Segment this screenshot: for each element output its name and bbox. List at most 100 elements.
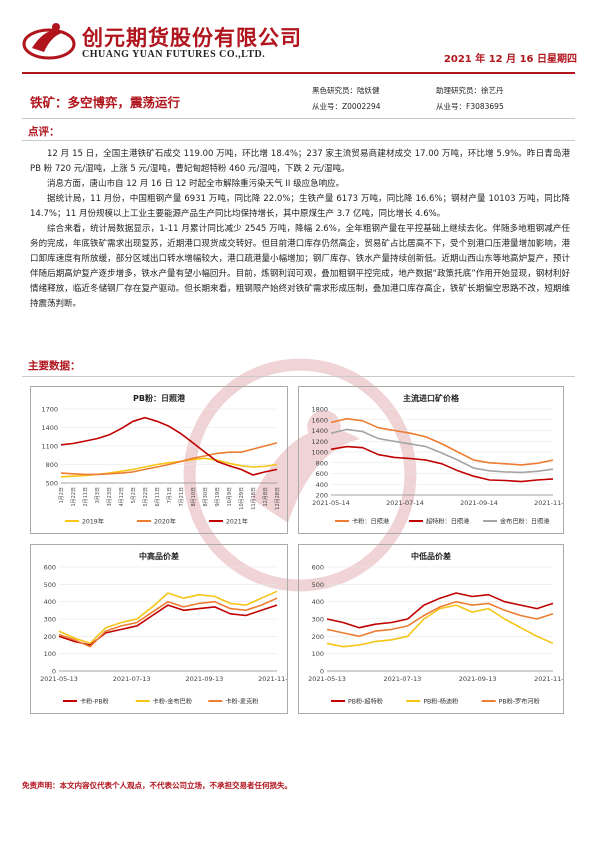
series-line: [60, 442, 278, 476]
comment-paragraph: 12 月 15 日，全国主港铁矿石成交 119.00 万吨，环比增 18.4%；…: [30, 149, 570, 174]
analyst-role: 黑色研究员：陆妖健: [312, 85, 380, 95]
x-tick-label: 4月12日: [119, 487, 125, 507]
y-tick-label: 100: [44, 650, 56, 658]
series-line: [330, 417, 554, 466]
report-date: 2021 年 12 月 16 日星期四: [443, 54, 577, 65]
analyst-cert: 从业号：Z0002294: [312, 101, 381, 111]
comment-divider: [22, 140, 575, 141]
y-tick-label: 1000: [311, 449, 328, 457]
y-tick-label: 500: [312, 581, 324, 589]
comment-body: 12 月 15 日，全国主港铁矿石成交 119.00 万吨，环比增 18.4%；…: [30, 147, 570, 312]
x-tick-label: 7月21日: [179, 487, 185, 507]
y-tick-label: 0: [52, 668, 56, 676]
x-tick-label: 8月10日: [191, 487, 197, 507]
company-name-en: CHUANG YUAN FUTURES CO.,LTD.: [82, 49, 266, 60]
x-tick-label: 2021-09-13: [459, 675, 497, 683]
x-tick-label: 10月9日: [227, 487, 233, 507]
chart-plot: 0 100 200 300 400 500 600 2021-05-13 2021-07-13 2…: [308, 564, 563, 706]
disclaimer: 免责声明：本文内容仅代表个人观点，不代表公司立场，不承担交易者任何损失。: [22, 781, 292, 790]
y-tick-label: 500: [44, 581, 56, 589]
y-tick-label: 500: [46, 480, 58, 488]
y-tick-label: 1100: [41, 443, 58, 451]
comment-paragraph: 据统计局，11 月份，中国粗钢产量 6931 万吨，同比降 22.0%；生铁产量…: [30, 194, 570, 219]
chart-title: 中低品价差: [411, 552, 451, 561]
y-tick-label: 100: [312, 650, 324, 658]
y-tick-label: 400: [312, 598, 324, 606]
y-tick-label: 300: [44, 616, 56, 624]
comment-paragraph: 消息方面，唐山市自 12 月 16 日 12 时起全市解除重污染天气 II 级应…: [47, 179, 345, 189]
series-line: [326, 604, 554, 648]
chart-mid-high-spread: 中高品价差 0 100 200 300 400 500 600 2021-05-13 2021-…: [30, 544, 288, 714]
x-tick-label: 12月8日: [263, 487, 269, 507]
y-tick-label: 1200: [311, 438, 328, 446]
legend-label: 超特粉：日照港: [426, 518, 470, 526]
legend-label: PB粉-超特粉: [348, 698, 383, 706]
y-tick-label: 800: [316, 459, 328, 467]
chart-title: PB粉：日照港: [133, 394, 185, 403]
x-tick-label: 2021-07-14: [386, 499, 424, 507]
x-tick-label: 2021-05-13: [308, 675, 346, 683]
y-tick-label: 200: [44, 633, 56, 641]
company-name-cn: 创元期货股份有限公司: [82, 25, 302, 50]
x-tick-label: 2021-07-13: [383, 675, 421, 683]
series-line: [326, 600, 554, 638]
analyst-cert: 从业号：F3083695: [436, 101, 504, 111]
legend-label: PB粉-杨迪粉: [423, 698, 458, 706]
comment-heading: 点评：: [28, 126, 60, 138]
x-tick-label: 2021-07-13: [113, 675, 151, 683]
x-tick-label: 3月23日: [107, 487, 113, 507]
x-tick-label: 9月19日: [215, 487, 221, 507]
y-tick-label: 1400: [41, 424, 58, 432]
comment-paragraph: 综合来看，统计局数据显示，1-11 月累计同比减少 2545 万吨，降幅 2.6…: [30, 224, 570, 309]
series-line: [58, 604, 278, 646]
chart-plot: 500 800 1100 1400 1700 1月2日 1月22日 2月11日 3月3日 3月23…: [41, 406, 281, 526]
x-tick-label: 1月22日: [71, 487, 77, 507]
x-tick-label: 5月22日: [143, 487, 149, 507]
subject-divider: [22, 118, 575, 119]
x-tick-label: 5月2日: [131, 487, 137, 503]
x-tick-label: 2021-09-13: [185, 675, 223, 683]
page-header: 创元期货股份有限公司 CHUANG YUAN FUTURES CO.,LTD. …: [22, 14, 577, 70]
y-tick-label: 200: [312, 633, 324, 641]
legend-label: 卡粉-麦克粉: [225, 698, 258, 706]
y-tick-label: 1800: [311, 406, 328, 414]
legend-label: 2020年: [154, 518, 176, 526]
legend-label: 卡粉-PB粉: [80, 698, 109, 706]
y-tick-label: 600: [312, 564, 324, 572]
legend-label: 2021年: [226, 518, 248, 526]
x-tick-label: 10月29日: [239, 487, 245, 510]
company-logo-icon: [22, 23, 76, 60]
y-tick-label: 1700: [41, 406, 58, 414]
x-tick-label: 2021-09-14: [460, 499, 498, 507]
y-tick-label: 800: [46, 461, 58, 469]
chart-plot: 200 400 600 800 1000 1200 1400 1600 1800 2021-05-…: [311, 406, 563, 526]
x-tick-label: 11月18日: [251, 487, 257, 510]
chart-pb-rizhao: PB粉：日照港 500 800 1100 1400 1700 1月2日 1月22日 2月11日…: [30, 386, 288, 534]
series-line: [330, 428, 554, 474]
y-tick-label: 200: [316, 492, 328, 500]
y-tick-label: 1600: [311, 416, 328, 424]
x-tick-label: 2021-11-13: [534, 675, 563, 683]
chart-title: 主流进口矿价格: [403, 394, 459, 403]
analyst-role: 助理研究员：徐艺丹: [436, 85, 504, 95]
y-tick-label: 600: [316, 470, 328, 478]
x-tick-label: 7月1日: [167, 487, 173, 503]
series-line: [330, 445, 554, 483]
header-divider: [22, 72, 575, 74]
y-tick-label: 1400: [311, 427, 328, 435]
chart-mid-low-spread: 中低品价差 0 100 200 300 400 500 600 2021-05-13 2021-…: [298, 544, 564, 714]
x-tick-label: 2021-05-13: [40, 675, 78, 683]
data-heading: 主要数据：: [28, 360, 81, 372]
series-line: [326, 592, 554, 629]
series-line: [58, 597, 278, 648]
data-divider: [22, 376, 575, 377]
x-tick-label: 2021-11-14: [534, 499, 563, 507]
legend-label: 2019年: [82, 518, 104, 526]
legend-label: 卡粉：日照港: [352, 518, 390, 526]
legend-label: PB粉-罗布河粉: [499, 698, 540, 706]
y-tick-label: 400: [44, 598, 56, 606]
y-tick-label: 300: [312, 616, 324, 624]
x-tick-label: 12月28日: [275, 487, 281, 510]
x-tick-label: 6月11日: [155, 487, 161, 507]
report-subject: 铁矿：多空博弈，震荡运行: [30, 95, 181, 110]
